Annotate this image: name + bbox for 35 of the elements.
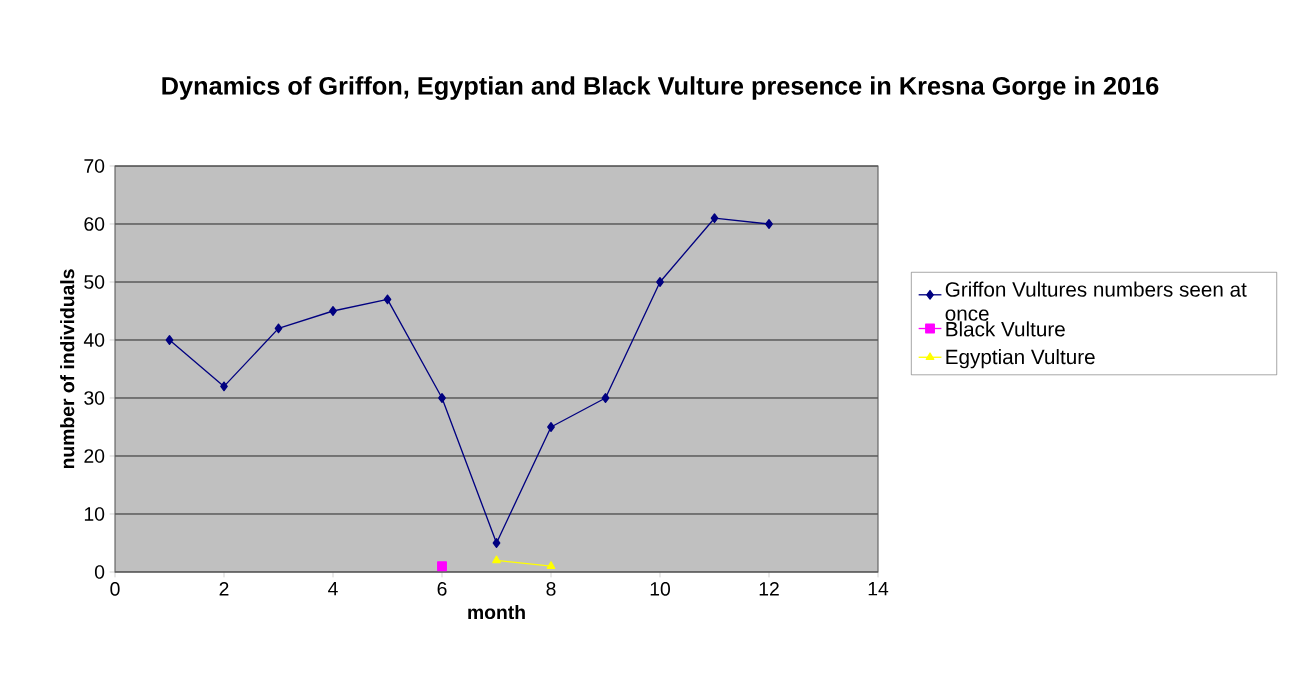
point [601, 393, 610, 403]
legend-label: Black Vulture [946, 321, 1065, 337]
x-tick-label: 8 [546, 582, 556, 596]
point [329, 306, 337, 316]
y-tick-label: 60 [84, 217, 105, 231]
x-tick-label: 2 [219, 582, 229, 596]
y-tick-label: 50 [84, 275, 105, 289]
point [274, 323, 283, 334]
y-tick-label: 0 [94, 565, 105, 579]
point [492, 538, 501, 548]
point [220, 381, 228, 392]
point [438, 393, 446, 403]
x-tick-label: 4 [328, 582, 338, 596]
y-tick-label: 10 [84, 507, 105, 521]
y-tick-label: 40 [83, 333, 105, 347]
x-tick-label: 10 [650, 582, 670, 596]
legend-label: Egyptian Vulture [946, 349, 1095, 369]
point [547, 422, 555, 432]
x-axis-title: month [468, 604, 525, 620]
legend-label: Griffon Vultures numbers seen at once [945, 281, 1247, 321]
x-tick-label: 0 [110, 582, 120, 596]
chart-title: Dynamics of Griffon, Egyptian and Black Vulture presence in Kresna Gorge in 2016 [162, 76, 1159, 100]
x-tick-label: 6 [437, 582, 447, 596]
point [437, 561, 447, 572]
point [165, 335, 174, 345]
y-tick-label: 70 [84, 159, 105, 173]
y-axis-title: number of individuals [60, 269, 75, 469]
point [765, 219, 773, 229]
point [656, 277, 664, 287]
y-tick-label: 20 [84, 449, 105, 463]
point [383, 294, 392, 305]
x-tick-label: 12 [759, 582, 779, 596]
y-tick-label: 30 [84, 391, 105, 405]
x-tick-label: 14 [868, 582, 889, 596]
point [710, 213, 719, 224]
